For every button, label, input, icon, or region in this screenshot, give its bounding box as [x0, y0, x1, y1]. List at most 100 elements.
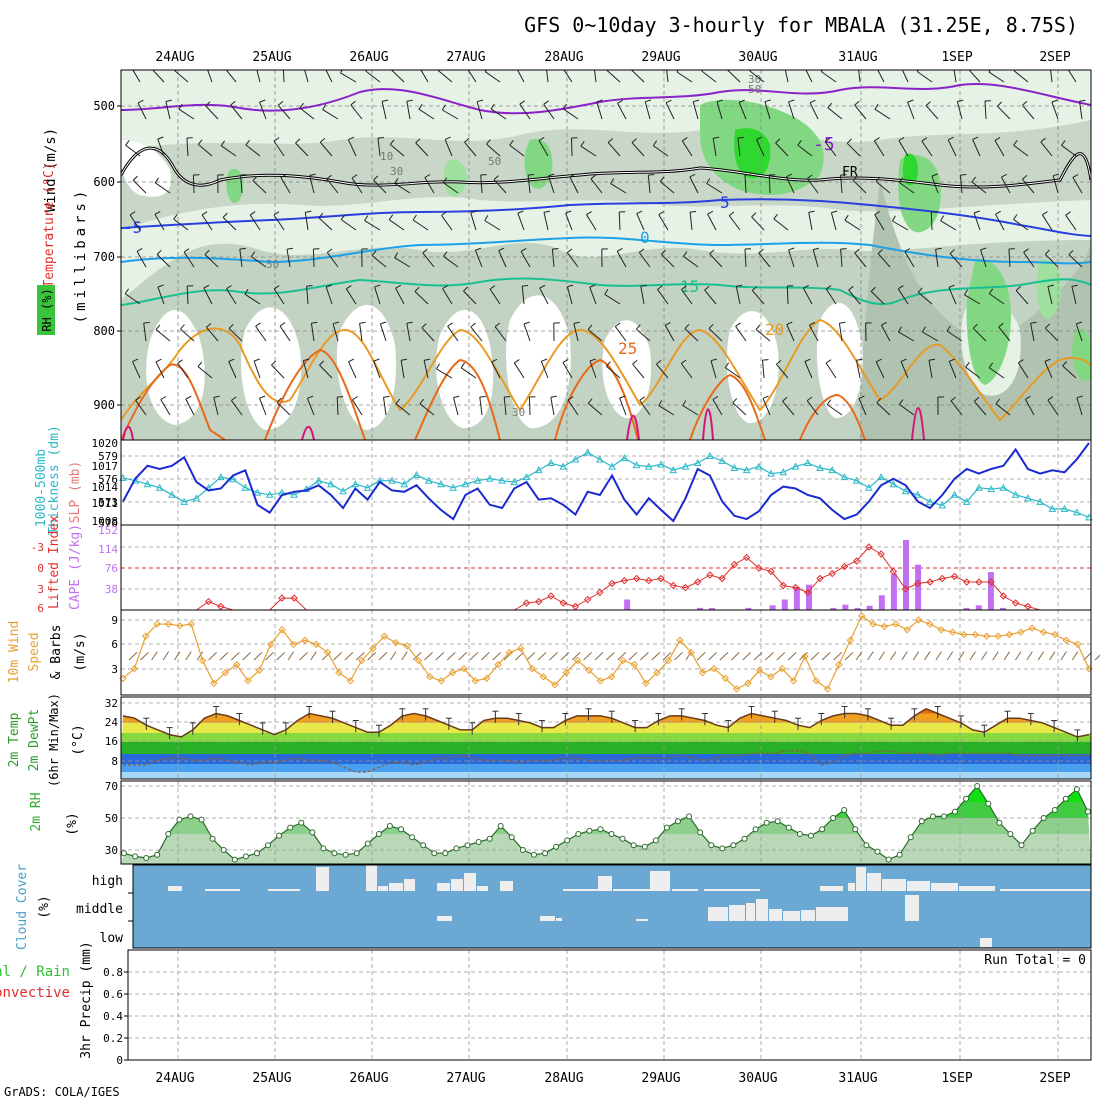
- thickness-point: [865, 483, 873, 491]
- wind-barb-flag: [636, 324, 641, 330]
- dry-pocket: [816, 302, 863, 419]
- wind-barb-flag: [973, 397, 980, 402]
- lifted-index-label: Lifted Index: [47, 515, 62, 609]
- wind-barb: [971, 181, 987, 194]
- thickness-point: [400, 480, 409, 488]
- wind10-barb: [526, 652, 536, 661]
- wind-barb-flag: [364, 215, 369, 221]
- wind-barb-flag: [965, 361, 970, 368]
- wind-barb-flag: [587, 324, 593, 330]
- rh2m-point: [785, 824, 792, 831]
- wind-barb-flag: [412, 214, 417, 221]
- wind-barb-flag: [552, 248, 559, 250]
- wind-barb: [877, 253, 891, 268]
- wind-barb-flag: [1072, 173, 1079, 178]
- precip-tick-label: 0.4: [103, 1010, 123, 1023]
- rh2m-panel: 70 50 30 2m RH (%): [29, 780, 1092, 865]
- wind-barb-flag: [543, 100, 549, 105]
- wind-barb-flag: [377, 137, 385, 139]
- wind-barb: [1068, 254, 1083, 268]
- wind-barb-flag: [143, 321, 150, 324]
- wind10-barb: [708, 652, 717, 661]
- wind-barb-flag: [373, 175, 379, 181]
- rh2m-point: [885, 856, 892, 863]
- wind10-point: [505, 648, 514, 657]
- wind-barb: [350, 104, 363, 120]
- cloud-bar-high: [378, 886, 388, 891]
- wind-barb-flag: [948, 284, 955, 288]
- slp-label: SLP (mb): [68, 461, 83, 524]
- precip-label-c: 3hr Precip (mm): [79, 941, 94, 1058]
- wind10-barb: [185, 651, 192, 661]
- thickness-point: [706, 451, 714, 459]
- wind-barb: [205, 105, 219, 120]
- wind10-point: [994, 632, 1002, 640]
- wind-barb-flag: [665, 99, 672, 104]
- lifted-index-tick-label: 0: [37, 562, 44, 575]
- wind10-barb: [935, 651, 942, 661]
- slp-frame: [120, 439, 1092, 526]
- temp-contour-neg5: [121, 198, 1091, 237]
- wind-barb-flag: [940, 215, 945, 221]
- wind10-barb: [1071, 651, 1079, 661]
- wind10-barb: [1049, 651, 1056, 661]
- wind-barb-flag: [401, 358, 408, 361]
- wind-barb: [892, 220, 909, 231]
- wind-barb: [1047, 399, 1059, 416]
- wind-barb: [708, 328, 723, 342]
- wind-barb: [129, 214, 141, 231]
- wind-barb: [616, 251, 627, 268]
- wind-barb-flag: [973, 210, 980, 214]
- wind-barb-flag: [389, 139, 395, 145]
- thickness-point: [522, 473, 531, 481]
- wind-barb: [444, 139, 453, 157]
- pressure-tick-label: 800: [93, 324, 115, 338]
- cloud-bar-middle: [816, 907, 848, 921]
- wind-barb-flag: [708, 323, 714, 329]
- wind-barb-flag: [476, 99, 484, 103]
- rh2m-point: [874, 848, 881, 855]
- wind-barb: [498, 250, 507, 268]
- wind-barb-flag: [418, 103, 423, 110]
- wind-barb: [784, 70, 789, 83]
- wind-barb: [988, 71, 1005, 83]
- wind-barb: [566, 252, 579, 268]
- temp-contour-15: [121, 277, 1091, 306]
- lifted-index-point: [840, 562, 849, 571]
- wind-barb-flag: [589, 284, 596, 288]
- wind-barb-flag: [157, 136, 164, 140]
- wind10-point: [880, 622, 889, 631]
- wind10-point: [892, 620, 900, 628]
- rh2m-point: [952, 808, 958, 815]
- wind-barb: [156, 254, 171, 268]
- cape-ticks: -3 0 3 6 152 114 76 38: [31, 524, 119, 615]
- wind-barb-flag: [824, 137, 831, 143]
- thickness-point: [803, 459, 812, 467]
- wind-barb: [132, 361, 141, 379]
- wind10-point: [619, 656, 627, 665]
- wind-barb-flag: [154, 210, 161, 215]
- wind-barb-flag: [306, 285, 313, 287]
- wind-barb-flag: [295, 138, 301, 144]
- wind-barb-flag: [874, 211, 881, 216]
- cloud-bar-high: [848, 883, 855, 891]
- cape-bar: [963, 607, 970, 610]
- wind-barb: [925, 105, 939, 120]
- cape-bar: [709, 607, 715, 610]
- wind-barb: [681, 289, 693, 305]
- wind-barb-flag: [1047, 396, 1054, 401]
- wind-barb: [546, 70, 549, 83]
- wind-barb-flag: [988, 362, 994, 368]
- wind-barb-flag: [658, 211, 665, 216]
- wind-barb-flag: [1022, 175, 1028, 180]
- wind-barb-flag: [252, 175, 258, 181]
- wind-barb-flag: [157, 284, 164, 288]
- wind-barb: [812, 249, 819, 268]
- wind10-barb: [571, 652, 581, 661]
- wind-barb: [1052, 175, 1059, 194]
- lifted-index-tick-label: 3: [37, 583, 44, 596]
- wind10-point: [710, 664, 718, 673]
- wind-barb-flag: [900, 358, 907, 362]
- rh2m-point: [154, 851, 161, 858]
- wind-barb: [665, 102, 675, 120]
